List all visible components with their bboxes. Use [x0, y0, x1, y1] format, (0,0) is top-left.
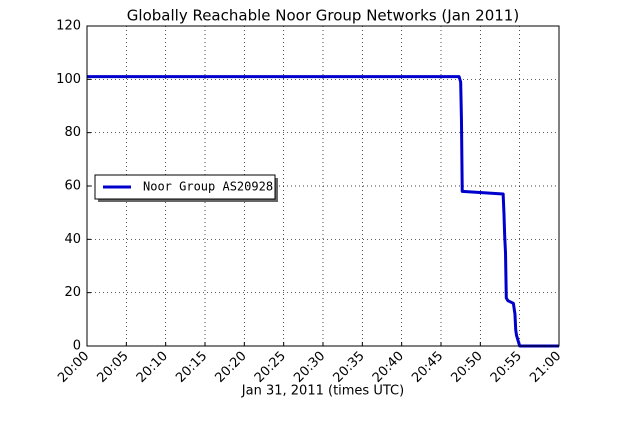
x-tick-label: 20:55: [488, 349, 525, 386]
plot-frame: [86, 25, 560, 347]
x-tick-label: 20:50: [449, 349, 486, 386]
x-tick-label: 20:00: [55, 349, 92, 386]
y-tick-label: 100: [56, 72, 81, 87]
x-tick-label: 20:30: [291, 349, 328, 386]
x-tick-label: 20:15: [173, 349, 210, 386]
x-tick-label: 20:40: [370, 349, 407, 386]
x-tick-label: 20:35: [331, 349, 368, 386]
y-tick-label: 40: [64, 232, 81, 247]
y-tick-label: 120: [56, 19, 81, 34]
x-tick-label: 20:10: [134, 349, 171, 386]
x-tick-label: 20:20: [213, 349, 250, 386]
y-tick-label: 0: [73, 339, 81, 354]
x-tick-label: 20:05: [95, 349, 132, 386]
chart-title: Globally Reachable Noor Group Networks (…: [127, 7, 519, 25]
x-tick-label: 20:25: [252, 349, 289, 386]
x-axis-label: Jan 31, 2011 (times UTC): [241, 384, 404, 399]
data-line: [87, 75, 559, 348]
legend-label: Noor Group AS20928: [143, 180, 273, 194]
x-tick-label: 20:45: [409, 349, 446, 386]
y-tick-label: 20: [64, 285, 81, 300]
x-tick-label: 21:00: [527, 349, 564, 386]
y-tick-label: 80: [64, 125, 81, 140]
y-tick-label: 60: [64, 179, 81, 194]
